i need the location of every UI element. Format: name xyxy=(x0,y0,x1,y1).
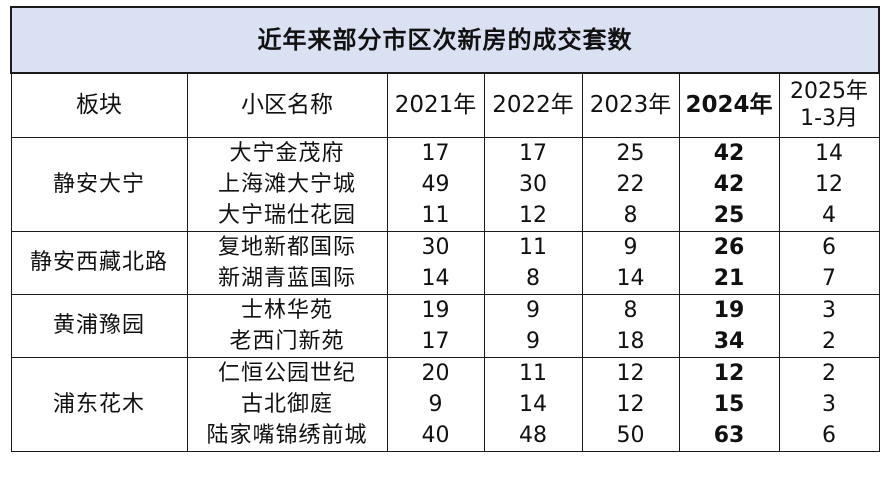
value-2024-cell[interactable]: 21 xyxy=(678,263,780,295)
project-name-cell[interactable]: 复地新都国际 xyxy=(186,231,388,263)
value-2025-cell[interactable]: 2 xyxy=(778,357,880,389)
project-name-cell[interactable]: 大宁瑞仕花园 xyxy=(186,200,388,232)
header-2025-line1: 2025年 xyxy=(790,79,869,105)
title-row: 近年来部分市区次新房的成交套数 xyxy=(9,6,881,74)
header-2022[interactable]: 2022年 xyxy=(483,72,583,138)
value-2023-cell[interactable]: 14 xyxy=(581,263,680,295)
sales-table: 近年来部分市区次新房的成交套数 板块 小区名称 2021年 2022年 2023… xyxy=(9,6,881,452)
value-2024-cell[interactable]: 63 xyxy=(678,420,780,452)
table-row: 大宁瑞仕花园 11 12 8 25 4 xyxy=(11,200,880,232)
project-name-cell[interactable]: 新湖青蓝国际 xyxy=(186,263,388,295)
table-row: 黄浦豫园 士林华苑 19 9 8 19 3 xyxy=(10,294,880,358)
value-2025-cell[interactable]: 12 xyxy=(778,169,880,200)
value-2021-cell[interactable]: 17 xyxy=(386,326,485,358)
value-2024-cell[interactable]: 42 xyxy=(678,137,780,169)
value-2024-cell[interactable]: 34 xyxy=(678,326,780,358)
value-2021-cell[interactable]: 49 xyxy=(386,169,485,200)
header-2024[interactable]: 2024年 xyxy=(678,72,780,138)
value-2021-cell[interactable]: 20 xyxy=(386,357,485,389)
value-2022-cell[interactable]: 14 xyxy=(483,389,583,420)
district-cell[interactable]: 静安西藏北路 xyxy=(10,231,188,295)
value-2022-cell[interactable]: 9 xyxy=(483,326,583,358)
header-row: 板块 小区名称 2021年 2022年 2023年 2024年 2025年 1-3… xyxy=(10,72,880,138)
value-2022-cell[interactable]: 17 xyxy=(483,137,583,169)
value-2022-cell[interactable]: 12 xyxy=(483,200,583,232)
value-2025-cell[interactable]: 3 xyxy=(778,389,880,420)
district-cell[interactable]: 黄浦豫园 xyxy=(10,294,188,358)
value-2021-cell[interactable]: 11 xyxy=(386,200,485,232)
value-2023-cell[interactable]: 12 xyxy=(581,389,680,420)
header-district[interactable]: 板块 xyxy=(10,72,188,138)
value-2022-cell[interactable]: 48 xyxy=(483,420,583,452)
value-2021-cell[interactable]: 19 xyxy=(386,294,485,326)
value-2021-cell[interactable]: 40 xyxy=(386,420,485,452)
value-2022-cell[interactable]: 11 xyxy=(483,231,583,263)
project-name-cell[interactable]: 仁恒公园世纪 xyxy=(186,357,388,389)
project-name-cell[interactable]: 大宁金茂府 xyxy=(186,137,388,169)
header-2023[interactable]: 2023年 xyxy=(581,72,680,138)
value-2023-cell[interactable]: 12 xyxy=(581,357,680,389)
value-2021-cell[interactable]: 30 xyxy=(386,231,485,263)
value-2021-cell[interactable]: 9 xyxy=(386,389,485,420)
value-2024-cell[interactable]: 42 xyxy=(678,169,780,200)
project-name-cell[interactable]: 古北御庭 xyxy=(186,389,388,420)
project-name-cell[interactable]: 陆家嘴锦绣前城 xyxy=(186,420,388,452)
value-2023-cell[interactable]: 50 xyxy=(581,420,680,452)
table-row: 古北御庭 9 14 12 15 3 xyxy=(11,389,880,420)
value-2023-cell[interactable]: 18 xyxy=(581,326,680,358)
table-title[interactable]: 近年来部分市区次新房的成交套数 xyxy=(9,6,881,74)
project-name-cell[interactable]: 上海滩大宁城 xyxy=(186,169,388,200)
project-name-cell[interactable]: 老西门新苑 xyxy=(186,326,388,358)
value-2024-cell[interactable]: 15 xyxy=(678,389,780,420)
value-2025-cell[interactable]: 4 xyxy=(778,200,880,232)
value-2024-cell[interactable]: 26 xyxy=(678,231,780,263)
value-2025-cell[interactable]: 2 xyxy=(778,326,880,358)
table-row: 浦东花木 仁恒公园世纪 20 11 12 12 2 xyxy=(10,357,880,452)
value-2024-cell[interactable]: 25 xyxy=(678,200,780,232)
value-2021-cell[interactable]: 14 xyxy=(386,263,485,295)
value-2023-cell[interactable]: 22 xyxy=(581,169,680,200)
project-name-cell[interactable]: 士林华苑 xyxy=(186,294,388,326)
value-2022-cell[interactable]: 11 xyxy=(483,357,583,389)
value-2023-cell[interactable]: 8 xyxy=(581,200,680,232)
value-2024-cell[interactable]: 19 xyxy=(678,294,780,326)
value-2025-cell[interactable]: 3 xyxy=(778,294,880,326)
table-row: 静安西藏北路 复地新都国际 30 11 9 26 6 xyxy=(10,231,880,295)
header-2025[interactable]: 2025年 1-3月 xyxy=(778,72,880,138)
value-2023-cell[interactable]: 9 xyxy=(581,231,680,263)
value-2023-cell[interactable]: 25 xyxy=(581,137,680,169)
value-2022-cell[interactable]: 9 xyxy=(483,294,583,326)
value-2025-cell[interactable]: 6 xyxy=(778,420,880,452)
value-2025-cell[interactable]: 7 xyxy=(778,263,880,295)
header-2021[interactable]: 2021年 xyxy=(386,72,485,138)
value-2022-cell[interactable]: 30 xyxy=(483,169,583,200)
table-row: 静安大宁 大宁金茂府 17 17 25 42 14 xyxy=(10,137,880,232)
value-2022-cell[interactable]: 8 xyxy=(483,263,583,295)
value-2025-cell[interactable]: 6 xyxy=(778,231,880,263)
table-row: 陆家嘴锦绣前城 40 48 50 63 6 xyxy=(11,420,880,452)
table-row: 上海滩大宁城 49 30 22 42 12 xyxy=(11,169,880,200)
header-2025-line2: 1-3月 xyxy=(800,105,859,131)
district-cell[interactable]: 浦东花木 xyxy=(10,357,188,452)
value-2021-cell[interactable]: 17 xyxy=(386,137,485,169)
value-2025-cell[interactable]: 14 xyxy=(778,137,880,169)
header-name[interactable]: 小区名称 xyxy=(186,72,388,138)
value-2023-cell[interactable]: 8 xyxy=(581,294,680,326)
district-cell[interactable]: 静安大宁 xyxy=(10,137,188,232)
value-2024-cell[interactable]: 12 xyxy=(678,357,780,389)
